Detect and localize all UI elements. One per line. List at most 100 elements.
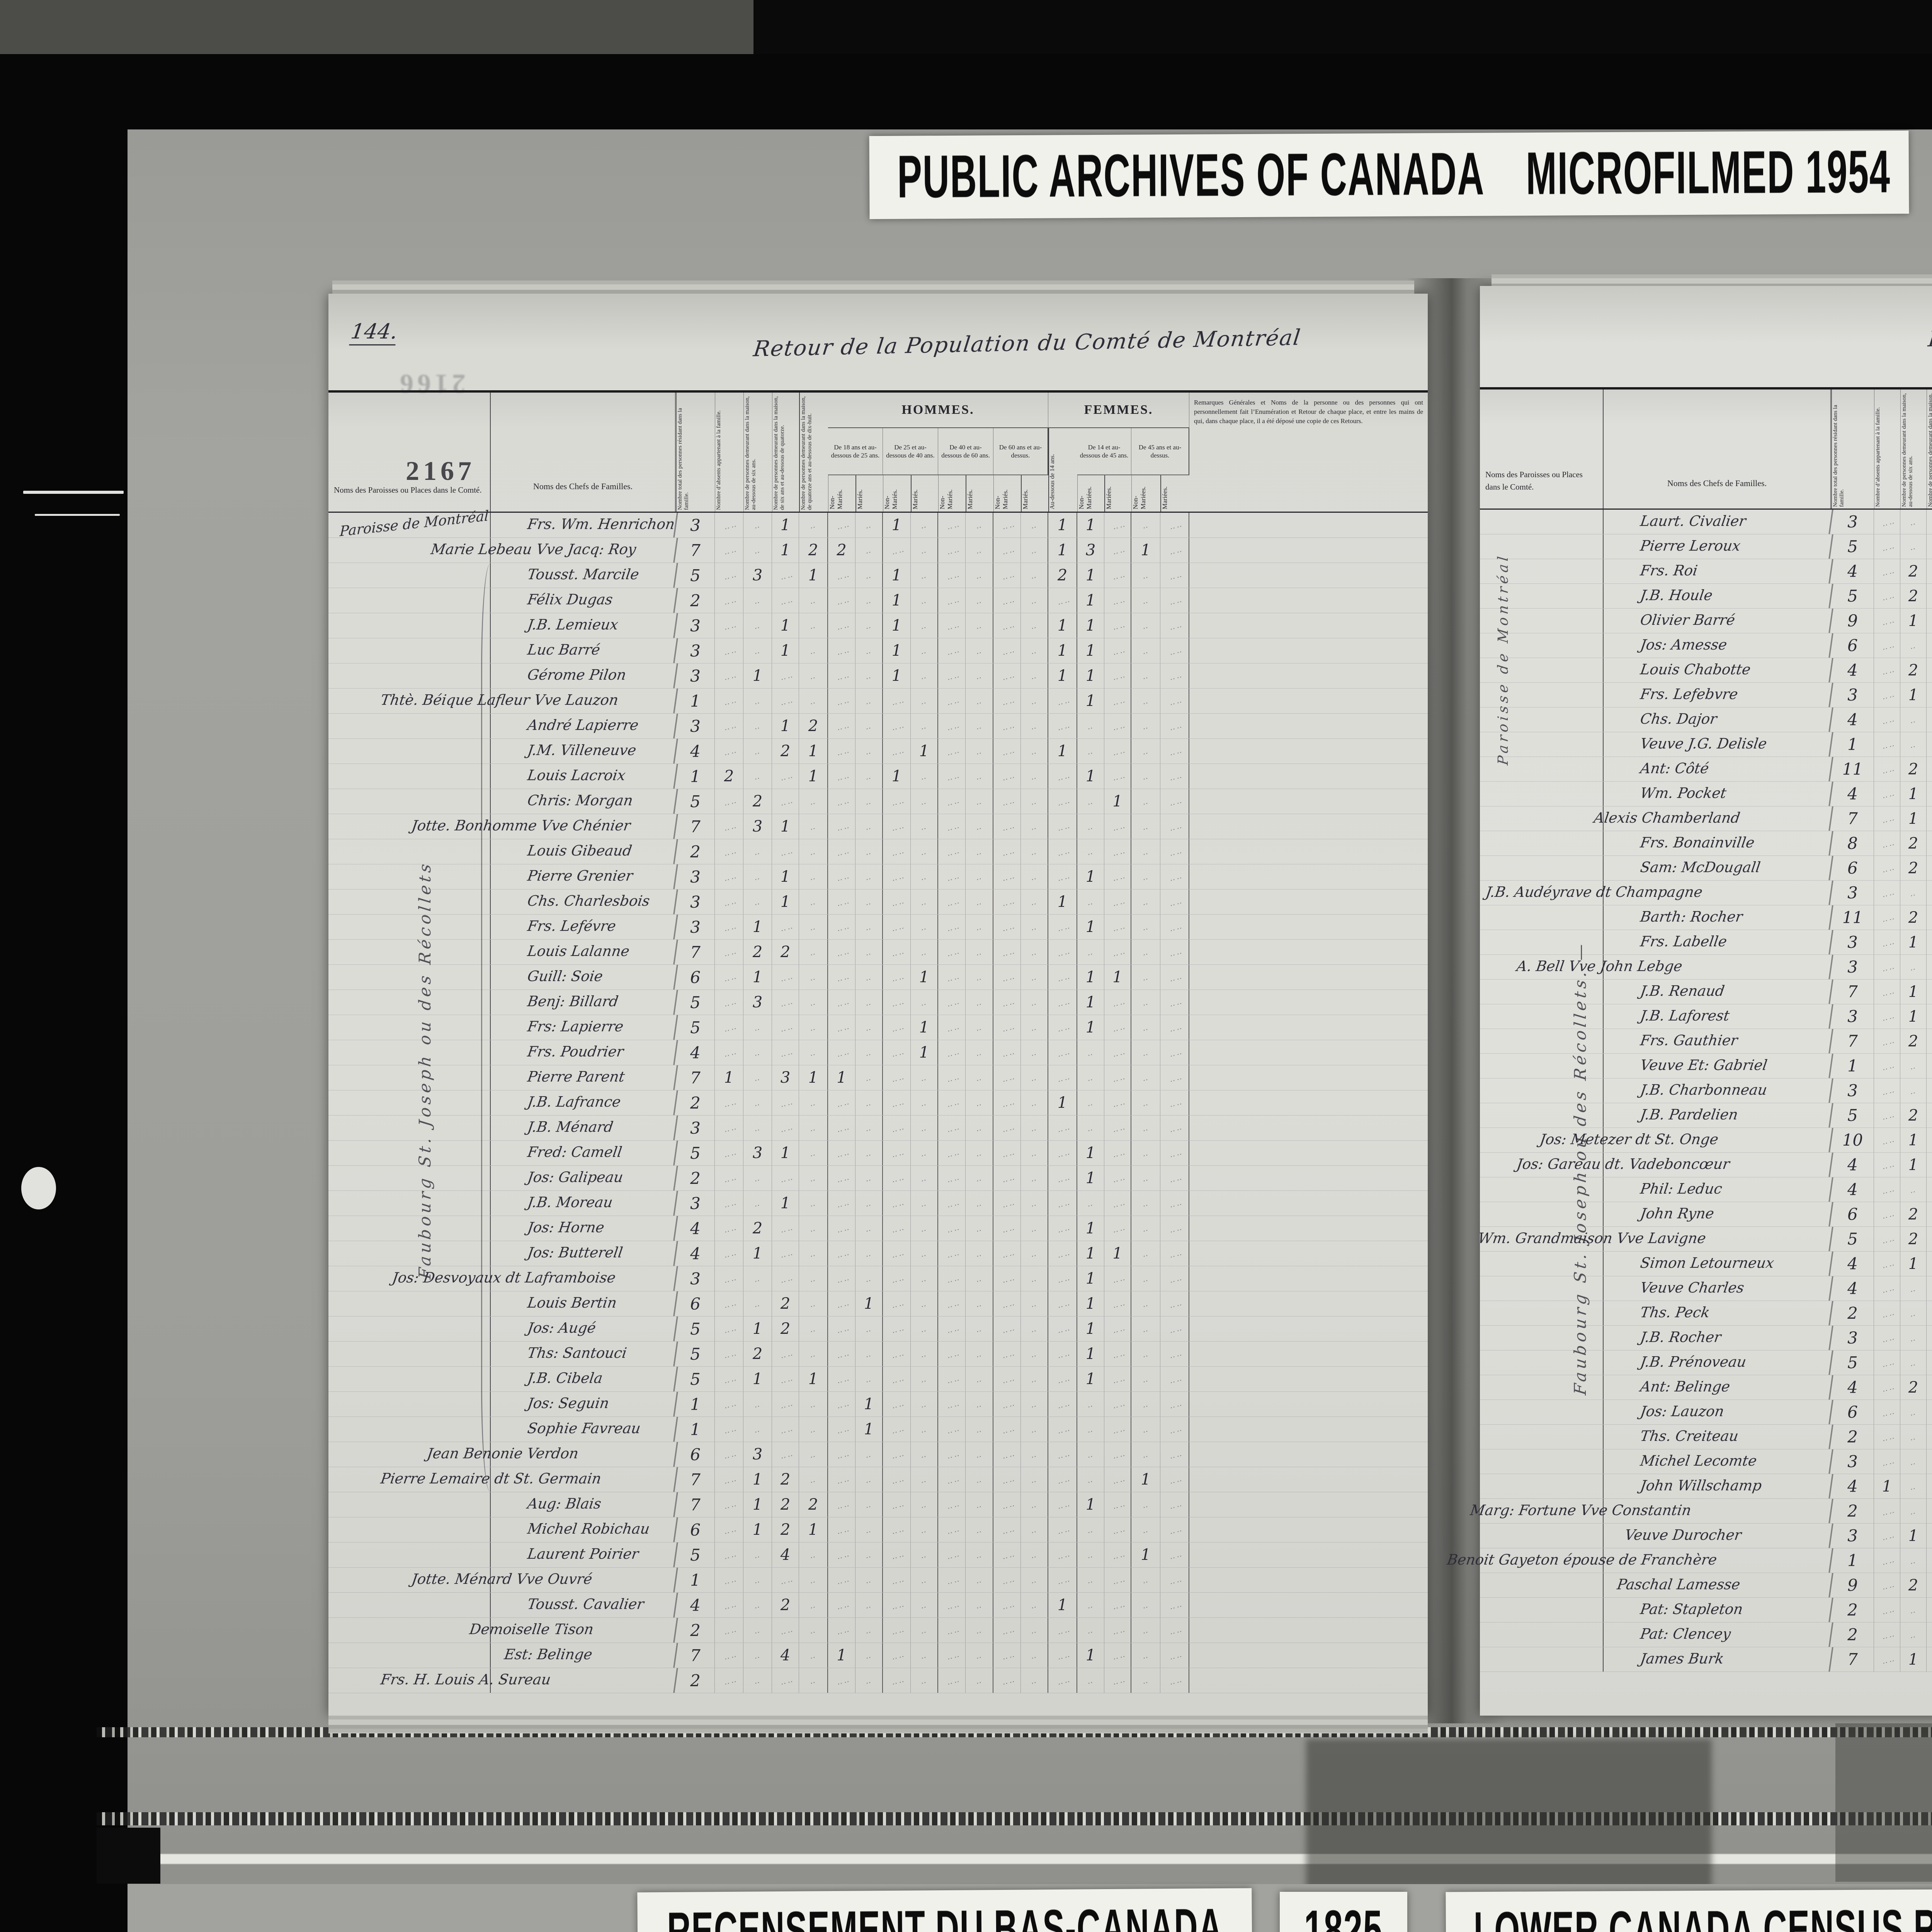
count-total: 2 [676, 839, 715, 864]
count-cell [993, 915, 1021, 939]
count-cell [1021, 1090, 1048, 1115]
place-cell [328, 1618, 491, 1643]
count-total: 4 [1832, 1153, 1874, 1177]
count-cell [1077, 814, 1104, 839]
count-cell: 1 [1077, 1316, 1104, 1341]
count-cell [1927, 707, 1932, 732]
count-cell [743, 1593, 772, 1617]
place-cell [328, 513, 491, 537]
family-head-name: J.B. Audéyrave dt Champagne [1485, 881, 1833, 905]
count-cell [772, 1618, 799, 1643]
count-cell: 2 [743, 940, 772, 964]
table-row: Benoit Gayeton épouse de Franchère 1 [1446, 1548, 1932, 1573]
place-cell [328, 965, 491, 990]
count-total: 2 [1832, 1499, 1874, 1523]
count-cell [1160, 538, 1189, 563]
count-cell [1900, 1548, 1927, 1573]
count-cell [1131, 1517, 1160, 1542]
count-cell [911, 1517, 938, 1542]
page-number: 144. [349, 319, 400, 345]
count-cell [1104, 588, 1131, 613]
count-cell: 1 [743, 1316, 772, 1341]
count-cell [993, 1492, 1021, 1517]
place-cell [328, 1040, 491, 1065]
count-cell [1048, 764, 1077, 789]
count-cell [855, 1367, 883, 1391]
remarks-cell [1189, 1191, 1428, 1216]
count-cell [855, 1141, 883, 1165]
count-cell [883, 1442, 911, 1467]
count-cell [1927, 609, 1932, 633]
count-cell [1874, 980, 1900, 1004]
count-cell [1874, 782, 1900, 806]
place-cell [1480, 1647, 1604, 1672]
count-cell [1160, 513, 1189, 537]
count-cell [855, 538, 883, 563]
count-cell [855, 915, 883, 939]
count-cell [855, 1543, 883, 1567]
count-cell: 1 [1131, 1543, 1160, 1567]
family-head-name: André Lapierre [489, 714, 678, 738]
count-cell [828, 1141, 855, 1165]
family-head-name: Wm. Pocket [1602, 782, 1833, 806]
count-cell [855, 1065, 883, 1090]
count-cell [799, 1266, 828, 1291]
table-row: Pat: Stapleton 2 1 [1480, 1598, 1932, 1622]
count-cell: 1 [883, 588, 911, 613]
count-cell: 1 [1077, 1291, 1104, 1316]
place-cell [328, 1543, 491, 1567]
count-cell: 2 [1900, 1029, 1927, 1053]
count-cell: 2 [1927, 980, 1932, 1004]
count-cell [799, 1668, 828, 1693]
count-cell [993, 1291, 1021, 1316]
count-cell [1021, 839, 1048, 864]
count-cell [1927, 658, 1932, 682]
count-cell [772, 990, 799, 1015]
remarks-cell [1189, 1492, 1428, 1517]
count-cell [1160, 613, 1189, 638]
count-cell [799, 1166, 828, 1190]
count-cell [715, 839, 743, 864]
count-cell [855, 563, 883, 588]
count-cell: 2 [799, 538, 828, 563]
count-cell [1874, 510, 1900, 534]
table-row: Alexis Chamberland 7 1 1 1 1 1 [1480, 806, 1932, 831]
count-total: 5 [1832, 534, 1874, 559]
count-cell [828, 990, 855, 1015]
count-cell [883, 814, 911, 839]
count-cell [1874, 1400, 1900, 1424]
count-cell [993, 689, 1021, 713]
count-cell [1160, 1266, 1189, 1291]
count-cell [1160, 814, 1189, 839]
count-cell [828, 789, 855, 814]
count-cell [1021, 1568, 1048, 1592]
count-cell: 2 [743, 789, 772, 814]
family-head-name: Frs. Lefebvre [1602, 683, 1833, 707]
count-cell [1021, 1040, 1048, 1065]
place-cell [328, 714, 491, 738]
remarks-cell [1189, 588, 1428, 613]
count-cell [1077, 1467, 1104, 1492]
table-row: Louis Gibeaud 2 [328, 839, 1428, 864]
count-cell [1874, 831, 1900, 855]
count-cell [855, 613, 883, 638]
table-row: Chs. Dajor 4 1 1 [1480, 707, 1932, 732]
count-total: 6 [1832, 1400, 1874, 1424]
count-cell [828, 1367, 855, 1391]
count-cell [1021, 1517, 1048, 1542]
count-cell [938, 1116, 966, 1140]
count-cell [993, 1392, 1021, 1417]
count-cell [799, 915, 828, 939]
count-cell: 1 [1077, 764, 1104, 789]
count-cell [911, 940, 938, 964]
count-total: 4 [1832, 1252, 1874, 1276]
count-cell [1104, 1417, 1131, 1442]
family-head-name: J.B. Renaud [1602, 980, 1833, 1004]
place-cell [1480, 1598, 1604, 1622]
table-row: Thtè. Béique Lafleur Vve Lauzon 1 1 [328, 689, 1428, 714]
count-cell [1104, 889, 1131, 914]
place-cell [1480, 1499, 1604, 1523]
count-cell [715, 1291, 743, 1316]
count-cell [938, 1568, 966, 1592]
place-cell [1480, 980, 1604, 1004]
